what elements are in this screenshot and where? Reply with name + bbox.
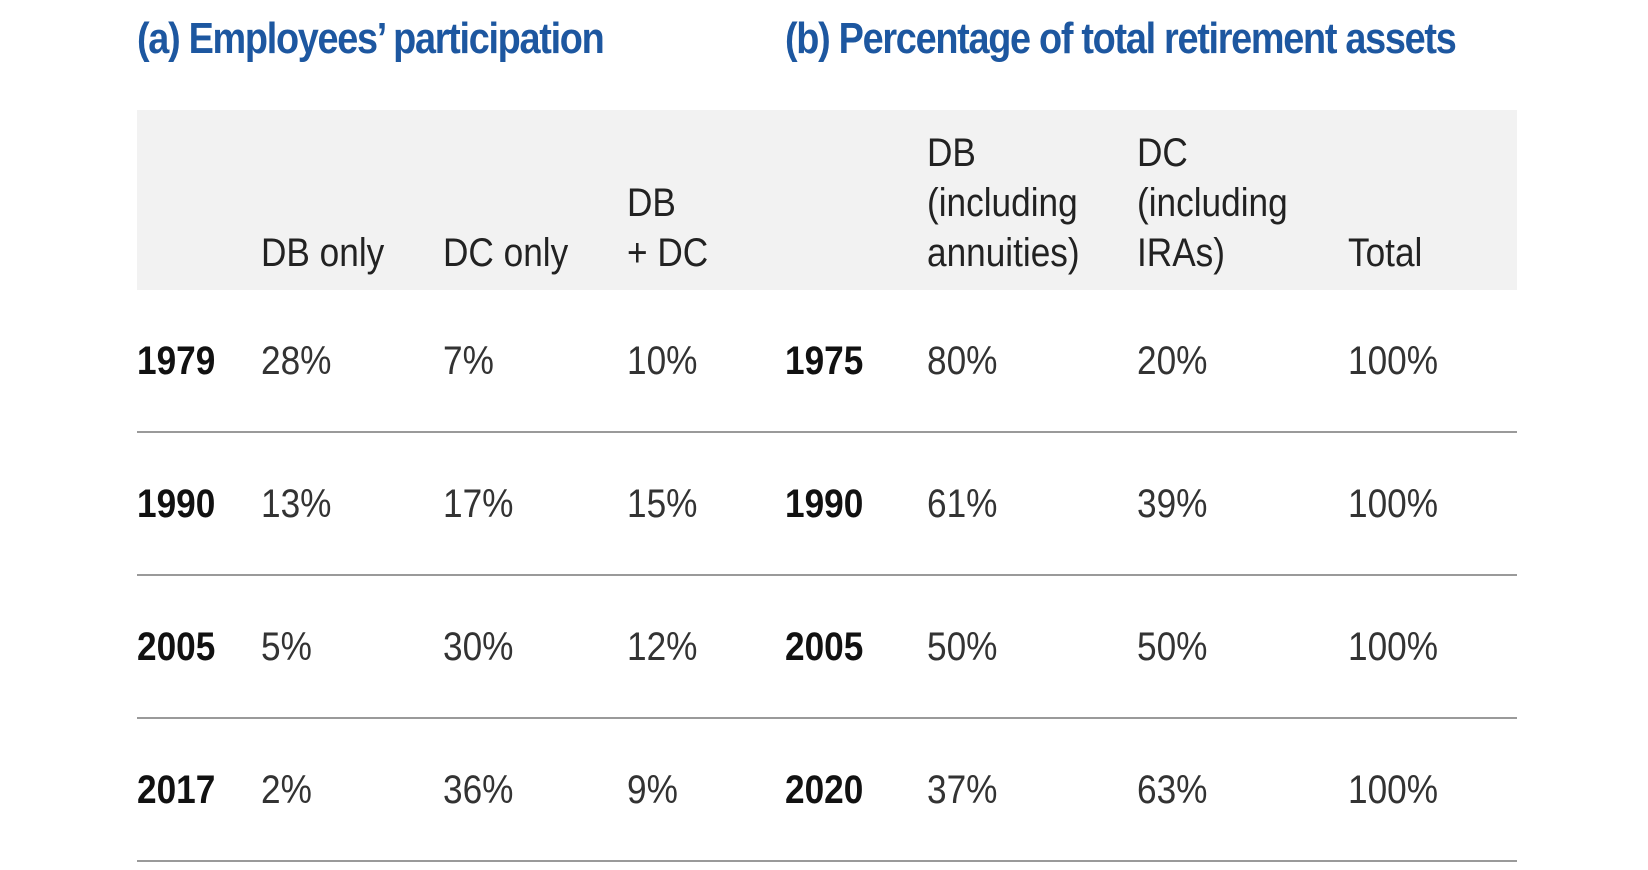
panel-b-year: 1990	[785, 482, 864, 526]
panel-b-year: 2005	[785, 625, 864, 669]
panel-b-year: 1975	[785, 339, 864, 383]
table-row: 2017 2% 36% 9% 2020 37% 63% 100%	[137, 719, 1517, 862]
dc-only-value: 7%	[443, 339, 494, 383]
column-header-db-including-annuities: DB (including annuities)	[927, 131, 1080, 275]
dc-assets-value: 50%	[1137, 625, 1208, 669]
table-row: 1979 28% 7% 10% 1975 80% 20% 100%	[137, 290, 1517, 433]
db-plus-dc-value: 9%	[627, 768, 678, 812]
column-header-total: Total	[1348, 231, 1423, 275]
panel-a-year: 2017	[137, 768, 216, 812]
column-header-db-only: DB only	[261, 231, 385, 275]
total-assets-value: 100%	[1348, 625, 1439, 669]
panel-a-year: 1990	[137, 482, 216, 526]
db-plus-dc-value: 12%	[627, 625, 698, 669]
panel-b-year: 2020	[785, 768, 864, 812]
db-plus-dc-value: 10%	[627, 339, 698, 383]
column-header-dc-including-iras: DC (including IRAs)	[1137, 131, 1288, 275]
column-header-db-plus-dc: DB + DC	[627, 181, 709, 275]
db-only-value: 28%	[261, 339, 332, 383]
table-row: 2005 5% 30% 12% 2005 50% 50% 100%	[137, 576, 1517, 719]
total-assets-value: 100%	[1348, 482, 1439, 526]
db-only-value: 2%	[261, 768, 312, 812]
retirement-table: DB only DC only DB + DC DB (including an…	[137, 110, 1517, 862]
db-assets-value: 50%	[927, 625, 998, 669]
dc-only-value: 17%	[443, 482, 514, 526]
panel-a-title: (a) Employees’ participation	[137, 14, 605, 63]
db-plus-dc-value: 15%	[627, 482, 698, 526]
db-assets-value: 80%	[927, 339, 998, 383]
dc-assets-value: 63%	[1137, 768, 1208, 812]
db-assets-value: 61%	[927, 482, 998, 526]
panel-a-year: 1979	[137, 339, 216, 383]
db-only-value: 5%	[261, 625, 312, 669]
db-only-value: 13%	[261, 482, 332, 526]
dc-only-value: 36%	[443, 768, 514, 812]
table-row: 1990 13% 17% 15% 1990 61% 39% 100%	[137, 433, 1517, 576]
db-assets-value: 37%	[927, 768, 998, 812]
panel-a-year: 2005	[137, 625, 216, 669]
panel-b-title: (b) Percentage of total retirement asset…	[785, 14, 1457, 63]
dc-assets-value: 39%	[1137, 482, 1208, 526]
dc-assets-value: 20%	[1137, 339, 1208, 383]
column-header-dc-only: DC only	[443, 231, 569, 275]
dc-only-value: 30%	[443, 625, 514, 669]
total-assets-value: 100%	[1348, 339, 1439, 383]
total-assets-value: 100%	[1348, 768, 1439, 812]
table-header-row: DB only DC only DB + DC DB (including an…	[137, 110, 1517, 290]
